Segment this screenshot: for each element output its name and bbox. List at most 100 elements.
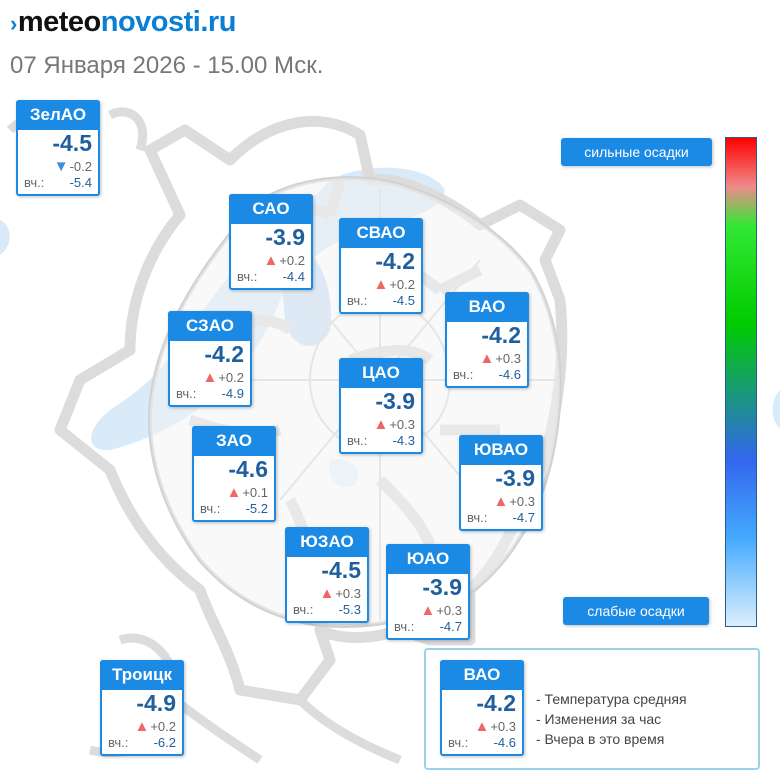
yesterday-label: вч.: — [200, 501, 221, 516]
yesterday-label: вч.: — [347, 293, 368, 308]
trend-up-icon: ▲ — [202, 369, 218, 386]
trend-up-icon: ▲ — [226, 484, 242, 501]
yesterday-label: вч.: — [237, 269, 258, 284]
district-temperature: -3.9 — [265, 224, 305, 250]
trend-up-icon: ▲ — [373, 416, 389, 433]
district-card-vao: ВАО -4.2 ▲+0.3 вч.: -4.6 — [445, 292, 529, 388]
yesterday-value: -5.3 — [338, 602, 361, 617]
legend-line-average-temp: - Температура средняя — [536, 691, 687, 707]
district-temperature: -3.9 — [375, 388, 415, 414]
trend-up-icon: ▲ — [479, 350, 495, 367]
district-change: ▲+0.3 — [474, 718, 516, 735]
district-temperature: -4.5 — [321, 557, 361, 583]
change-value: +0.3 — [495, 351, 521, 366]
site-logo[interactable]: ›meteonovosti.ru — [10, 6, 236, 39]
yesterday-value: -5.2 — [245, 501, 268, 516]
change-value: +0.3 — [509, 494, 535, 509]
yesterday-label: вч.: — [448, 735, 469, 750]
yesterday-label: вч.: — [293, 602, 314, 617]
logo-mark-icon: › — [10, 11, 17, 36]
district-name: СВАО — [339, 218, 423, 248]
district-name: ВАО — [445, 292, 529, 322]
district-name: ЗелАО — [16, 100, 100, 130]
change-value: +0.3 — [436, 603, 462, 618]
district-change: ▼-0.2 — [54, 158, 92, 175]
yesterday-value: -5.4 — [69, 175, 92, 190]
district-card-troick: Троицк -4.9 ▲+0.2 вч.: -6.2 — [100, 660, 184, 756]
district-card-svao: СВАО -4.2 ▲+0.2 вч.: -4.5 — [339, 218, 423, 314]
district-temperature: -4.5 — [52, 130, 92, 156]
district-yesterday: вч.: -4.9 — [176, 386, 244, 401]
change-value: +0.2 — [218, 370, 244, 385]
change-value: +0.2 — [150, 719, 176, 734]
district-change: ▲+0.3 — [373, 416, 415, 433]
yesterday-label: вч.: — [176, 386, 197, 401]
district-name: САО — [229, 194, 313, 224]
district-change: ▲+0.3 — [420, 602, 462, 619]
district-change: ▲+0.2 — [202, 369, 244, 386]
change-value: -0.2 — [69, 159, 92, 174]
district-yesterday: вч.: -4.7 — [467, 510, 535, 525]
district-temperature: -3.9 — [495, 465, 535, 491]
district-card-yuvao: ЮВАО -3.9 ▲+0.3 вч.: -4.7 — [459, 435, 543, 531]
district-yesterday: вч.: -5.2 — [200, 501, 268, 516]
district-card-yuao: ЮАО -3.9 ▲+0.3 вч.: -4.7 — [386, 544, 470, 640]
district-temperature: -4.9 — [136, 690, 176, 716]
district-name: ЮЗАО — [285, 527, 369, 557]
district-change: ▲+0.3 — [493, 493, 535, 510]
district-yesterday: вч.: -4.6 — [453, 367, 521, 382]
page-subtitle: 07 Января 2026 - 15.00 Мск. — [10, 52, 324, 79]
legend-line-yesterday: - Вчера в это время — [536, 731, 665, 747]
yesterday-value: -4.4 — [282, 269, 305, 284]
district-card-sao: САО -3.9 ▲+0.2 вч.: -4.4 — [229, 194, 313, 290]
change-value: +0.3 — [335, 586, 361, 601]
yesterday-value: -4.3 — [392, 433, 415, 448]
district-name: ЗАО — [192, 426, 276, 456]
trend-up-icon: ▲ — [420, 602, 436, 619]
trend-up-icon: ▲ — [263, 252, 279, 269]
trend-down-icon: ▼ — [53, 158, 69, 175]
yesterday-label: вч.: — [467, 510, 488, 525]
yesterday-value: -4.7 — [512, 510, 535, 525]
district-yesterday: вч.: -5.3 — [293, 602, 361, 617]
yesterday-label: вч.: — [24, 175, 45, 190]
district-yesterday: вч.: -5.4 — [24, 175, 92, 190]
yesterday-value: -4.9 — [221, 386, 244, 401]
change-value: +0.1 — [242, 485, 268, 500]
legend-panel — [424, 648, 760, 770]
legend-descriptions: - Температура средняя - Изменения за час… — [536, 689, 687, 749]
district-yesterday: вч.: -4.7 — [394, 619, 462, 634]
district-name: Троицк — [100, 660, 184, 690]
district-temperature: -4.6 — [228, 456, 268, 482]
yesterday-label: вч.: — [347, 433, 368, 448]
district-name: ВАО — [440, 660, 524, 690]
district-change: ▲+0.3 — [479, 350, 521, 367]
district-card-yuzao: ЮЗАО -4.5 ▲+0.3 вч.: -5.3 — [285, 527, 369, 623]
district-temperature: -4.2 — [476, 690, 516, 716]
logo-prefix: meteo — [17, 6, 101, 38]
district-temperature: -4.2 — [204, 341, 244, 367]
district-change: ▲+0.1 — [226, 484, 268, 501]
precipitation-gradient-scale — [725, 137, 757, 627]
trend-up-icon: ▲ — [493, 493, 509, 510]
legend-example-card: ВАО -4.2 ▲+0.3 вч.: -4.6 — [440, 660, 524, 756]
district-card-zelao: ЗелАО -4.5 ▼-0.2 вч.: -5.4 — [16, 100, 100, 196]
trend-up-icon: ▲ — [474, 718, 490, 735]
district-card-zao: ЗАО -4.6 ▲+0.1 вч.: -5.2 — [192, 426, 276, 522]
district-change: ▲+0.2 — [373, 276, 415, 293]
district-yesterday: вч.: -4.4 — [237, 269, 305, 284]
district-temperature: -4.2 — [375, 248, 415, 274]
yesterday-value: -6.2 — [153, 735, 176, 750]
legend-line-hourly-change: - Изменения за час — [536, 711, 662, 727]
change-value: +0.2 — [279, 253, 305, 268]
yesterday-label: вч.: — [108, 735, 129, 750]
change-value: +0.2 — [389, 277, 415, 292]
yesterday-value: -4.6 — [498, 367, 521, 382]
heavy-precipitation-label: сильные осадки — [561, 138, 712, 166]
district-name: СЗАО — [168, 311, 252, 341]
district-name: ЮВАО — [459, 435, 543, 465]
district-yesterday: вч.: -4.5 — [347, 293, 415, 308]
district-change: ▲+0.2 — [263, 252, 305, 269]
district-name: ЮАО — [386, 544, 470, 574]
yesterday-value: -4.5 — [392, 293, 415, 308]
